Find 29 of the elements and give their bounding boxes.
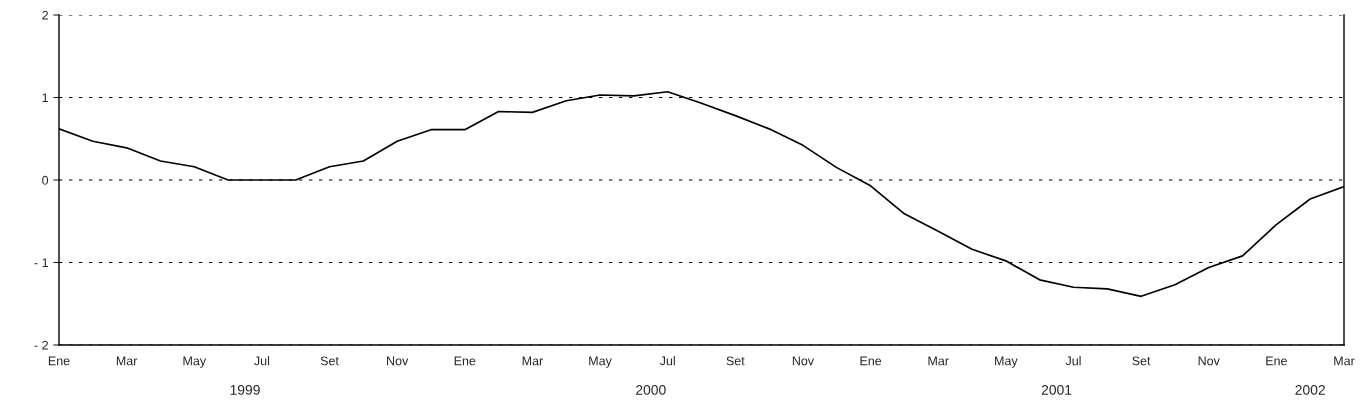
x-tick-label: May bbox=[995, 356, 1018, 368]
text: 2002 bbox=[1295, 384, 1325, 395]
x-tick-label: Set bbox=[726, 356, 745, 366]
x-tick-label: Mar bbox=[116, 356, 138, 366]
x-tick-label: Set bbox=[1132, 356, 1151, 366]
x-tick-label: Jul bbox=[1065, 356, 1081, 366]
x-tick-label: May bbox=[183, 356, 207, 368]
x-tick-label: Mar bbox=[1334, 356, 1355, 366]
y-tick-label: 0 bbox=[42, 175, 49, 185]
x-tick-label: Nov bbox=[387, 356, 409, 366]
x-tick-label: Mar bbox=[928, 356, 949, 366]
y-tick-label: 2 bbox=[42, 10, 48, 20]
x-tick-label: Mar bbox=[522, 356, 543, 366]
x-tick-label: Nov bbox=[1198, 356, 1220, 366]
x-tick-label: Ene bbox=[48, 356, 70, 366]
x-tick-label: Jul bbox=[254, 356, 270, 366]
y-tick-label: 1 bbox=[42, 93, 48, 103]
text: 2000 bbox=[636, 384, 666, 395]
x-tick-label: Set bbox=[320, 356, 339, 366]
x-tick-label: Ene bbox=[454, 356, 476, 366]
x-tick-label: Nov bbox=[792, 356, 815, 366]
x-tick-label: Ene bbox=[1266, 356, 1287, 366]
x-tick-label: Ene bbox=[860, 356, 882, 366]
y-tick-label: - 2 bbox=[34, 340, 48, 350]
y-tick-label: - 1 bbox=[34, 258, 48, 268]
text: 2001 bbox=[1041, 384, 1072, 395]
x-tick-label: May bbox=[589, 356, 612, 368]
text: 1999 bbox=[230, 384, 260, 395]
x-tick-label: Jul bbox=[659, 356, 675, 366]
